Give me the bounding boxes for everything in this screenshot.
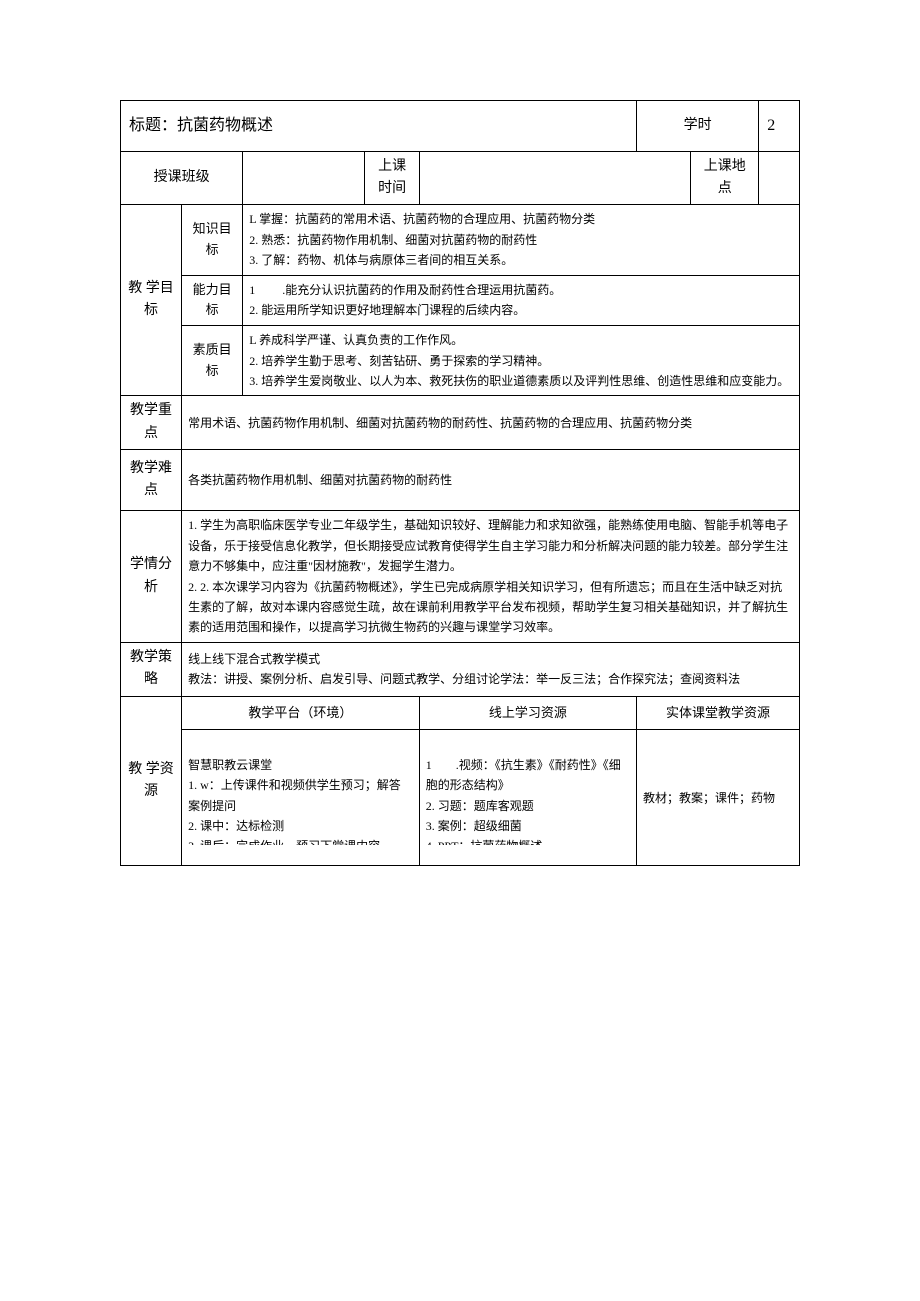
quality-label: 素质目标 (182, 326, 243, 396)
classroom-header: 实体课堂教学资源 (637, 696, 800, 730)
difficulties-label: 教学难点 (121, 450, 182, 511)
strategy-label: 教学策略 (121, 642, 182, 696)
online-header: 线上学习资源 (419, 696, 636, 730)
title-cell: 标题：抗菌药物概述 (121, 101, 637, 152)
platform-header: 教学平台（环境） (182, 696, 420, 730)
knowledge-content: L 掌握：抗菌药的常用术语、抗菌药物的合理应用、抗菌药物分类 2. 熟悉：抗菌药… (243, 205, 800, 275)
quality-content: L 养成科学严谨、认真负责的工作作风。 2. 培养学生勤于思考、刻苦钻研、勇于探… (243, 326, 800, 396)
keypoints-content: 常用术语、抗菌药物作用机制、细菌对抗菌药物的耐药性、抗菌药物的合理应用、抗菌药物… (182, 396, 800, 450)
class-value (243, 151, 365, 205)
time-label: 上课时间 (365, 151, 419, 205)
title-text: 抗菌药物概述 (177, 117, 273, 134)
hours-label: 学时 (637, 101, 759, 152)
lesson-plan-table: 标题：抗菌药物概述 学时 2 授课班级 上课时间 上课地点 教 学目标 知识目标… (120, 100, 800, 866)
difficulties-content: 各类抗菌药物作用机制、细菌对抗菌药物的耐药性 (182, 450, 800, 511)
objectives-label: 教 学目标 (121, 205, 182, 396)
strategy-content: 线上线下混合式教学模式 教法：讲授、案例分析、启发引导、问题式教学、分组讨论学法… (182, 642, 800, 696)
location-label: 上课地点 (691, 151, 759, 205)
ability-label: 能力目标 (182, 275, 243, 326)
knowledge-label: 知识目标 (182, 205, 243, 275)
class-label: 授课班级 (121, 151, 243, 205)
platform-content: 智慧职教云课堂 1. w：上传课件和视频供学生预习；解答案例提问 2. 课中：达… (188, 755, 413, 845)
classroom-content: 教材；教案；课件；药物 (637, 730, 800, 866)
resources-label: 教 学资源 (121, 696, 182, 866)
title-label: 标题： (129, 117, 177, 134)
keypoints-label: 教学重点 (121, 396, 182, 450)
analysis-label: 学情分析 (121, 511, 182, 642)
time-value (419, 151, 691, 205)
online-content: 1 .视频：《抗生素》《耐药性》《细胞的形态结构》 2. 习题：题库客观题 3.… (426, 755, 630, 845)
ability-content: 1 .能充分认识抗菌药的作用及耐药性合理运用抗菌药。 2. 能运用所学知识更好地… (243, 275, 800, 326)
analysis-content: 1. 学生为高职临床医学专业二年级学生，基础知识较好、理解能力和求知欲强，能熟练… (182, 511, 800, 642)
hours-value: 2 (759, 101, 800, 152)
location-value (759, 151, 800, 205)
